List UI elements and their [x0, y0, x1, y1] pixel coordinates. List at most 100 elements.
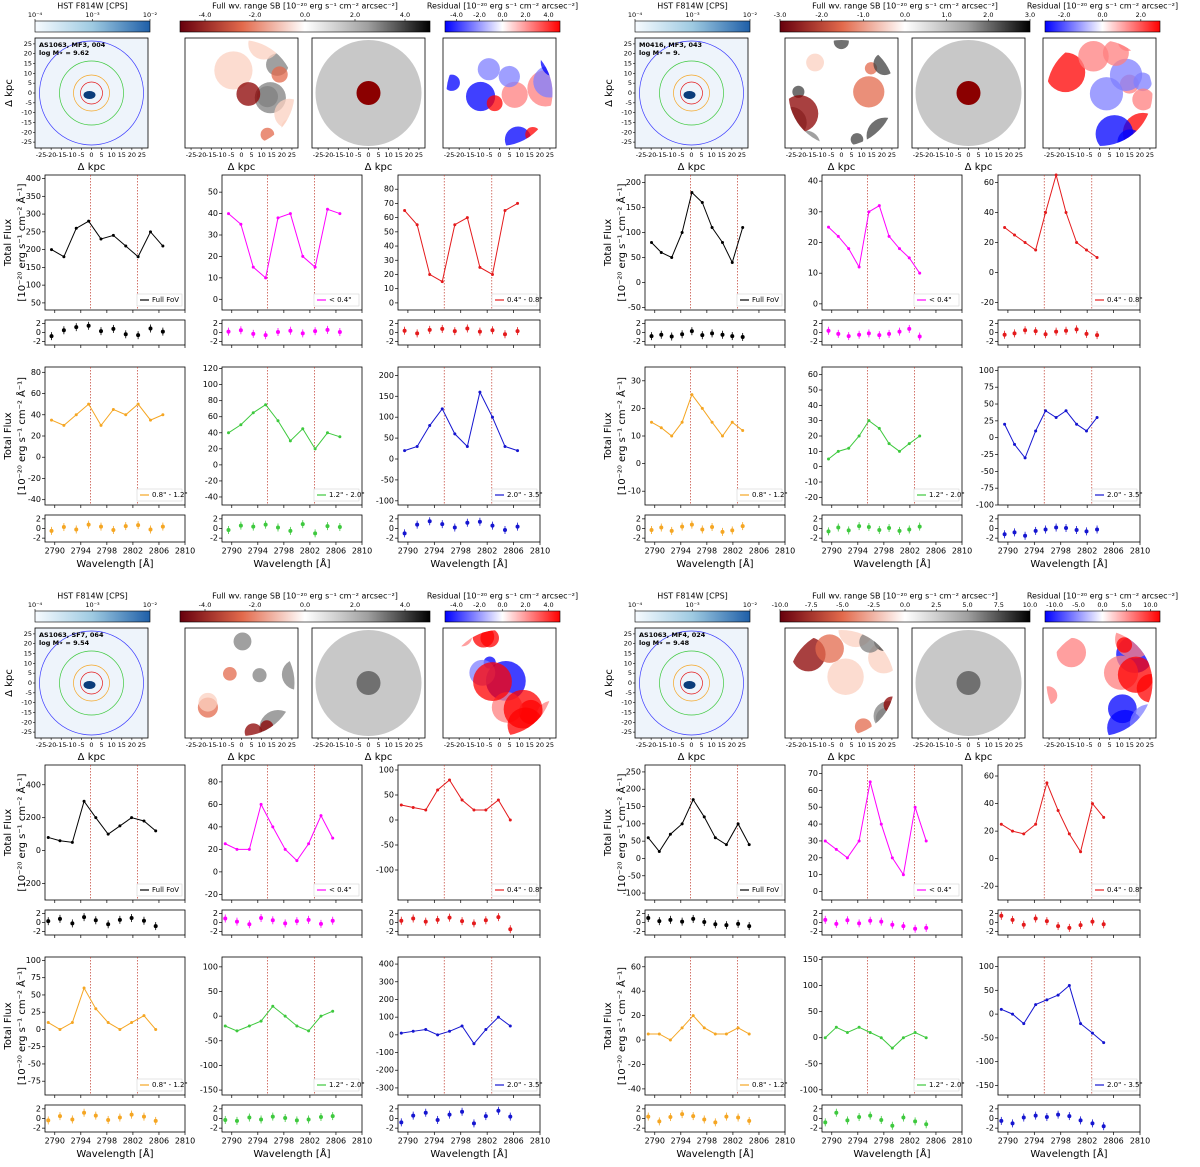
residual-y-tick-label: -2 [386, 927, 394, 936]
spectrum-point [1022, 832, 1026, 836]
spectrum-point [399, 803, 403, 807]
residual-point [999, 913, 1004, 918]
colorbar-tick-label: -5.0 [836, 601, 849, 609]
colorbar [34, 610, 151, 623]
aperture [680, 81, 703, 105]
image-y-tick-label: -20 [21, 718, 32, 726]
y-tick-label: 50 [984, 400, 994, 409]
x-tick-label: 2798 [97, 1137, 117, 1146]
plot-frame [397, 174, 541, 311]
image-x-tick-label: -10 [66, 741, 77, 749]
y-tick-label: 40 [984, 799, 994, 808]
model-core [956, 81, 981, 105]
residual-point [1090, 919, 1095, 924]
image-x-tick-label: 10 [708, 741, 716, 749]
colorbar-tick-label: -10.0 [772, 601, 789, 609]
residual-point [657, 1119, 662, 1124]
image-y-tick-label: -15 [621, 118, 632, 126]
spectrum-point [1095, 256, 1099, 259]
image-x-tick-label: -10 [1074, 741, 1085, 749]
residual-point [318, 1115, 323, 1120]
colorbar [634, 610, 751, 623]
x-tick-label: 2806 [503, 1137, 523, 1146]
spectrum-point [399, 1031, 403, 1035]
image-x-tick-label: 10 [985, 741, 993, 749]
image-y-tick-label: 5 [28, 669, 32, 677]
y-label: Total Flux [603, 219, 614, 267]
spectrum-point [857, 1025, 861, 1029]
y-tick-label: 0 [213, 1012, 218, 1021]
x-tick-label: 2802 [300, 547, 320, 556]
spectrum-point [106, 832, 110, 836]
map [446, 40, 553, 146]
y-tick-label: -150 [200, 1086, 218, 1095]
residual-point [283, 921, 288, 926]
residual-point [61, 328, 66, 333]
x-tick-label: 2794 [671, 547, 691, 556]
spectrum-point [1067, 984, 1071, 988]
image-x-tick-label: -20 [1054, 741, 1065, 749]
plot-frame [221, 366, 363, 506]
y-tick-label: 70 [808, 769, 818, 778]
spectrum-point [845, 1031, 849, 1035]
residual-y-tick-label: 2 [389, 514, 394, 523]
residual-point [300, 522, 305, 527]
x-tick-label: 2810 [530, 1137, 550, 1146]
residual-point [1043, 527, 1048, 532]
spectrum-point [913, 805, 917, 809]
image-x-label: Δ kpc [78, 752, 106, 763]
image-x-tick-label: 20 [536, 151, 544, 159]
y-tick-label: -100 [976, 501, 994, 510]
residual-point [680, 332, 685, 337]
spectrum-point [58, 1027, 62, 1031]
x-tick-label: 2802 [300, 1137, 320, 1146]
quadrant: HST F814W [CPS] 10⁻⁴ 10⁻³ 10⁻² Full wv. rang… [603, 592, 1178, 1161]
y-tick-label: 350 [26, 192, 41, 201]
spectrum-point [924, 839, 928, 843]
colorbar-tick-label: 10⁻³ [85, 601, 100, 609]
spectrum-point [1044, 211, 1048, 214]
residual-point [247, 922, 252, 927]
residual-frame [644, 319, 786, 346]
residual-point [646, 1114, 651, 1119]
residual-point [826, 328, 831, 333]
residual-point [1002, 532, 1007, 537]
y-tick-label: 30 [631, 376, 641, 385]
image-y-tick-label: -5 [26, 689, 32, 697]
image-x-tick-label: 0 [839, 741, 843, 749]
spectrum-point [313, 265, 317, 269]
image-x-tick-label: 0 [1097, 151, 1101, 159]
colorbar-tick-label: -5.0 [1072, 601, 1085, 609]
spectrum [404, 202, 518, 283]
y-tick-label: -100 [376, 496, 394, 505]
spectrum-point [46, 1021, 50, 1025]
colorbar-tick-label: -2.0 [473, 601, 486, 609]
image-x-tick-label: 25 [546, 741, 554, 749]
legend [491, 883, 538, 897]
y-tick-label: 60 [31, 389, 41, 398]
image-y-tick-label: 25 [624, 630, 632, 638]
x-tick-label: 2798 [274, 547, 294, 556]
spectrum [228, 404, 341, 450]
map-blob [833, 40, 849, 50]
residual-y-tick-label: -2 [633, 534, 641, 543]
spectrum-point [1056, 993, 1060, 997]
y-tick-label: 0 [389, 298, 394, 307]
image-y-label: Δ kpc [4, 79, 15, 107]
x-tick-label: 2790 [398, 1137, 418, 1146]
map-blob [477, 58, 500, 81]
colorbar [779, 610, 1031, 623]
spectrum-point [453, 432, 457, 436]
image-x-tick-label: 15 [526, 151, 534, 159]
y-tick-label: 75 [31, 973, 41, 982]
spectrum-point [307, 1029, 311, 1033]
residual-point [452, 329, 457, 334]
image-x-tick-label: -5 [486, 741, 492, 749]
residual-point [306, 1117, 311, 1122]
spectrum-point [331, 836, 335, 840]
x-tick-label: 2798 [697, 1137, 717, 1146]
spectrum-point [1056, 808, 1060, 812]
image-x-tick-label: -20 [196, 741, 207, 749]
y-tick-label: -100 [623, 889, 641, 898]
spectrum-point [1085, 429, 1089, 433]
